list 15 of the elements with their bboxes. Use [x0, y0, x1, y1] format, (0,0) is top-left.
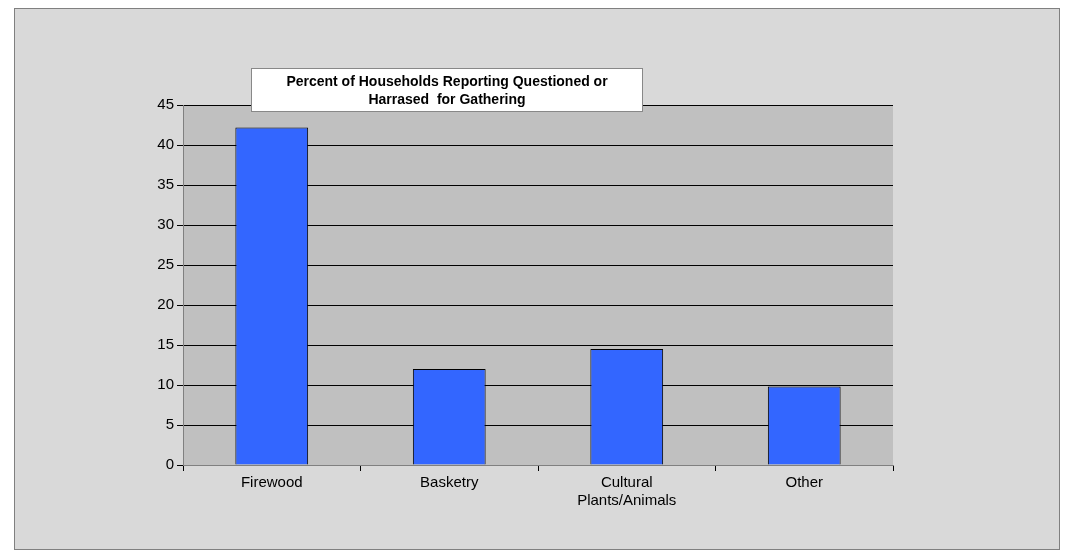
- y-tick-label: 35: [157, 175, 174, 193]
- x-tick-label: Cultural Plants/Animals: [577, 473, 677, 509]
- chart-title: Percent of Households Reporting Questioned or Harrased for Gathering: [285, 72, 609, 108]
- y-tick-label: 5: [165, 415, 174, 433]
- x-tick-label: Other: [785, 473, 824, 491]
- y-tick-label: 45: [157, 95, 174, 113]
- y-tick-label: 25: [157, 255, 174, 273]
- y-tick-label: 10: [157, 375, 174, 393]
- y-tick-label: 15: [157, 335, 174, 353]
- y-tick-label: 20: [157, 295, 174, 313]
- y-tick-label: 0: [165, 455, 174, 473]
- x-tick-label: Firewood: [240, 473, 303, 491]
- y-tick-label: 40: [157, 135, 174, 153]
- x-tick-label: Basketry: [420, 473, 479, 491]
- y-tick-label: 30: [157, 215, 174, 233]
